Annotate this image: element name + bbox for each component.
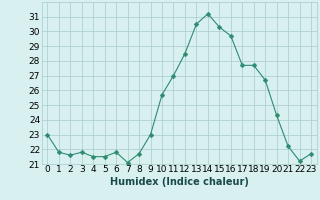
X-axis label: Humidex (Indice chaleur): Humidex (Indice chaleur) bbox=[110, 177, 249, 187]
